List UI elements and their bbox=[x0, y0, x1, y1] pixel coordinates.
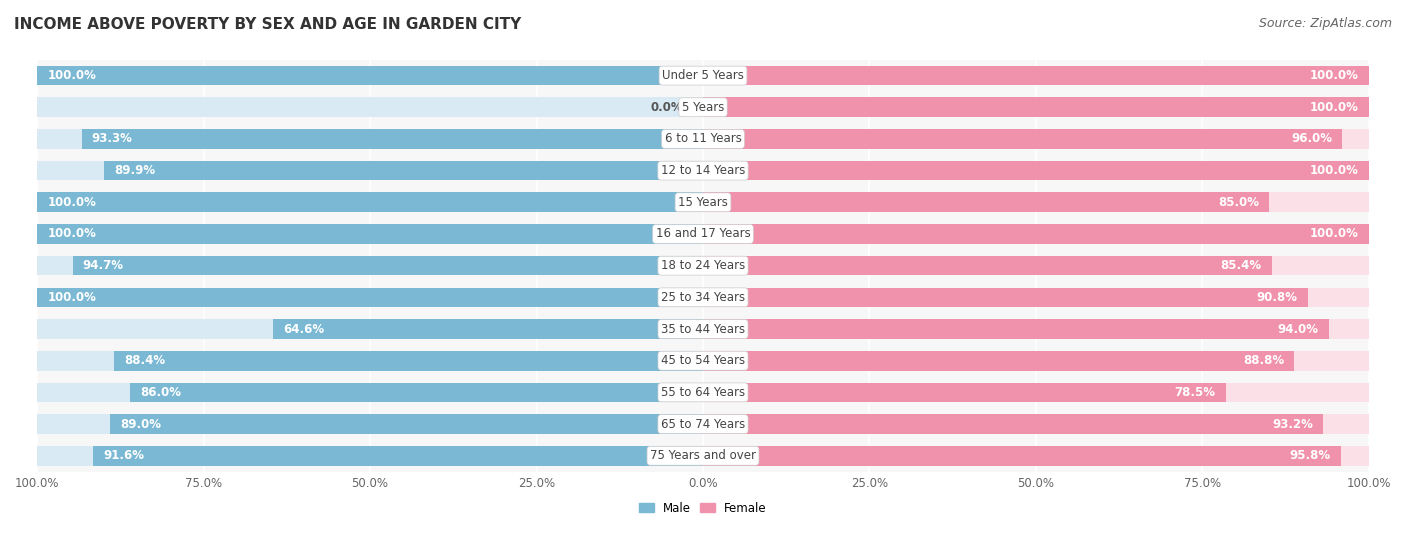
Text: 6 to 11 Years: 6 to 11 Years bbox=[665, 132, 741, 145]
Text: 86.0%: 86.0% bbox=[141, 386, 181, 399]
Text: 94.7%: 94.7% bbox=[83, 259, 124, 272]
Text: 100.0%: 100.0% bbox=[1310, 164, 1358, 177]
Bar bbox=[37, 161, 703, 181]
Bar bbox=[703, 97, 1369, 117]
Text: 85.0%: 85.0% bbox=[1218, 196, 1258, 209]
Text: 85.4%: 85.4% bbox=[1220, 259, 1261, 272]
Text: 93.2%: 93.2% bbox=[1272, 418, 1313, 430]
Bar bbox=[73, 256, 703, 276]
Text: Source: ZipAtlas.com: Source: ZipAtlas.com bbox=[1258, 17, 1392, 30]
Bar bbox=[703, 287, 1369, 307]
Bar bbox=[703, 129, 1369, 149]
Text: 78.5%: 78.5% bbox=[1174, 386, 1216, 399]
Text: 5 Years: 5 Years bbox=[682, 101, 724, 113]
Text: 55 to 64 Years: 55 to 64 Years bbox=[661, 386, 745, 399]
Bar bbox=[37, 97, 703, 117]
Bar bbox=[37, 414, 703, 434]
Bar bbox=[703, 97, 1369, 117]
Bar bbox=[93, 446, 703, 466]
Text: 89.9%: 89.9% bbox=[114, 164, 156, 177]
Text: 75 Years and over: 75 Years and over bbox=[650, 449, 756, 462]
Bar bbox=[37, 256, 703, 276]
Text: 93.3%: 93.3% bbox=[91, 132, 132, 145]
Text: 94.0%: 94.0% bbox=[1278, 323, 1319, 335]
Bar bbox=[703, 414, 1323, 434]
Bar bbox=[37, 287, 703, 307]
Bar bbox=[37, 192, 703, 212]
Text: 100.0%: 100.0% bbox=[1310, 69, 1358, 82]
Bar bbox=[37, 351, 703, 371]
Text: 0.0%: 0.0% bbox=[651, 101, 683, 113]
Bar bbox=[273, 319, 703, 339]
Text: 16 and 17 Years: 16 and 17 Years bbox=[655, 228, 751, 240]
Text: 64.6%: 64.6% bbox=[283, 323, 323, 335]
Bar bbox=[703, 129, 1343, 149]
Bar bbox=[37, 382, 703, 402]
Legend: Male, Female: Male, Female bbox=[634, 497, 772, 519]
Bar bbox=[37, 192, 703, 212]
Text: 65 to 74 Years: 65 to 74 Years bbox=[661, 418, 745, 430]
Bar bbox=[37, 287, 703, 307]
Bar bbox=[703, 319, 1369, 339]
Text: 12 to 14 Years: 12 to 14 Years bbox=[661, 164, 745, 177]
Bar bbox=[82, 129, 703, 149]
Bar bbox=[703, 256, 1369, 276]
Bar bbox=[703, 351, 1369, 371]
Bar bbox=[703, 66, 1369, 86]
Bar bbox=[703, 224, 1369, 244]
Text: 100.0%: 100.0% bbox=[48, 228, 96, 240]
Bar bbox=[37, 224, 703, 244]
Bar bbox=[703, 446, 1341, 466]
Bar bbox=[703, 414, 1369, 434]
Text: 95.8%: 95.8% bbox=[1289, 449, 1331, 462]
Bar bbox=[37, 224, 703, 244]
Bar bbox=[703, 382, 1226, 402]
Text: 100.0%: 100.0% bbox=[1310, 101, 1358, 113]
Text: 100.0%: 100.0% bbox=[1310, 228, 1358, 240]
Text: Under 5 Years: Under 5 Years bbox=[662, 69, 744, 82]
Bar bbox=[37, 129, 703, 149]
Bar bbox=[703, 192, 1268, 212]
Bar bbox=[111, 414, 703, 434]
Bar bbox=[703, 382, 1369, 402]
Bar bbox=[703, 192, 1369, 212]
Bar bbox=[114, 351, 703, 371]
Text: 90.8%: 90.8% bbox=[1257, 291, 1298, 304]
Bar bbox=[37, 319, 703, 339]
Bar bbox=[37, 66, 703, 86]
Text: 100.0%: 100.0% bbox=[48, 291, 96, 304]
Text: 15 Years: 15 Years bbox=[678, 196, 728, 209]
Bar bbox=[703, 287, 1308, 307]
Text: INCOME ABOVE POVERTY BY SEX AND AGE IN GARDEN CITY: INCOME ABOVE POVERTY BY SEX AND AGE IN G… bbox=[14, 17, 522, 32]
Text: 96.0%: 96.0% bbox=[1291, 132, 1331, 145]
Bar bbox=[703, 256, 1271, 276]
Bar bbox=[703, 351, 1294, 371]
Text: 89.0%: 89.0% bbox=[121, 418, 162, 430]
Text: 100.0%: 100.0% bbox=[48, 196, 96, 209]
Bar bbox=[104, 161, 703, 181]
Bar bbox=[703, 224, 1369, 244]
Bar bbox=[37, 66, 703, 86]
Text: 35 to 44 Years: 35 to 44 Years bbox=[661, 323, 745, 335]
Text: 45 to 54 Years: 45 to 54 Years bbox=[661, 354, 745, 367]
Text: 88.8%: 88.8% bbox=[1243, 354, 1284, 367]
Bar bbox=[703, 161, 1369, 181]
Bar bbox=[703, 161, 1369, 181]
Bar bbox=[703, 319, 1329, 339]
Text: 91.6%: 91.6% bbox=[103, 449, 145, 462]
Text: 18 to 24 Years: 18 to 24 Years bbox=[661, 259, 745, 272]
Bar bbox=[703, 446, 1369, 466]
Bar bbox=[37, 446, 703, 466]
Text: 88.4%: 88.4% bbox=[125, 354, 166, 367]
Bar bbox=[703, 66, 1369, 86]
Text: 25 to 34 Years: 25 to 34 Years bbox=[661, 291, 745, 304]
Text: 100.0%: 100.0% bbox=[48, 69, 96, 82]
Bar bbox=[131, 382, 703, 402]
